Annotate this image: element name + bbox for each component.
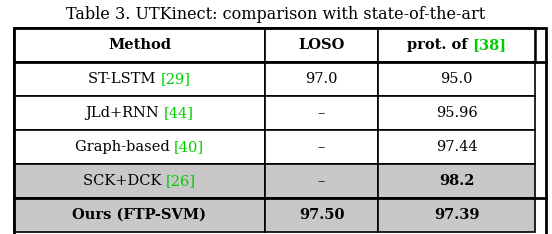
Text: [44]: [44] <box>163 106 194 120</box>
Text: 97.0: 97.0 <box>305 72 338 86</box>
Bar <box>378 28 535 62</box>
Text: –: – <box>318 140 325 154</box>
Text: Method: Method <box>108 38 171 52</box>
Bar <box>14 28 265 62</box>
Bar <box>265 164 378 198</box>
Text: 98.2: 98.2 <box>439 174 475 188</box>
Bar <box>14 28 265 62</box>
Text: –: – <box>318 174 325 188</box>
Text: [29]: [29] <box>161 72 190 86</box>
Bar <box>378 62 535 96</box>
Text: SCK+DCK: SCK+DCK <box>83 174 166 188</box>
Text: Graph-based: Graph-based <box>75 140 174 154</box>
Text: –: – <box>318 106 325 120</box>
Bar <box>265 198 378 232</box>
Bar <box>265 96 378 130</box>
Text: JLd+RNN: JLd+RNN <box>85 106 163 120</box>
Text: LOSO: LOSO <box>298 38 345 52</box>
Text: ST-LSTM: ST-LSTM <box>88 72 161 86</box>
Bar <box>378 130 535 164</box>
Bar <box>14 96 265 130</box>
Text: [38]: [38] <box>473 38 507 52</box>
Bar <box>378 28 535 62</box>
Bar <box>265 28 378 62</box>
Text: 97.39: 97.39 <box>434 208 480 222</box>
Text: 97.50: 97.50 <box>299 208 344 222</box>
Bar <box>378 164 535 198</box>
Text: [26]: [26] <box>166 174 196 188</box>
Text: 95.96: 95.96 <box>436 106 477 120</box>
Text: prot. of: prot. of <box>407 38 473 52</box>
Bar <box>14 130 265 164</box>
Text: Ours (FTP-SVM): Ours (FTP-SVM) <box>72 208 206 222</box>
Bar <box>14 164 265 198</box>
Bar <box>265 130 378 164</box>
Bar <box>265 62 378 96</box>
Bar <box>378 198 535 232</box>
Text: 97.44: 97.44 <box>436 140 477 154</box>
Bar <box>14 62 265 96</box>
Text: 95.0: 95.0 <box>440 72 473 86</box>
Bar <box>265 28 378 62</box>
Text: [40]: [40] <box>174 140 204 154</box>
Bar <box>14 198 265 232</box>
Text: Table 3. UTKinect: comparison with state-of-the-art: Table 3. UTKinect: comparison with state… <box>66 6 486 23</box>
Bar <box>378 96 535 130</box>
